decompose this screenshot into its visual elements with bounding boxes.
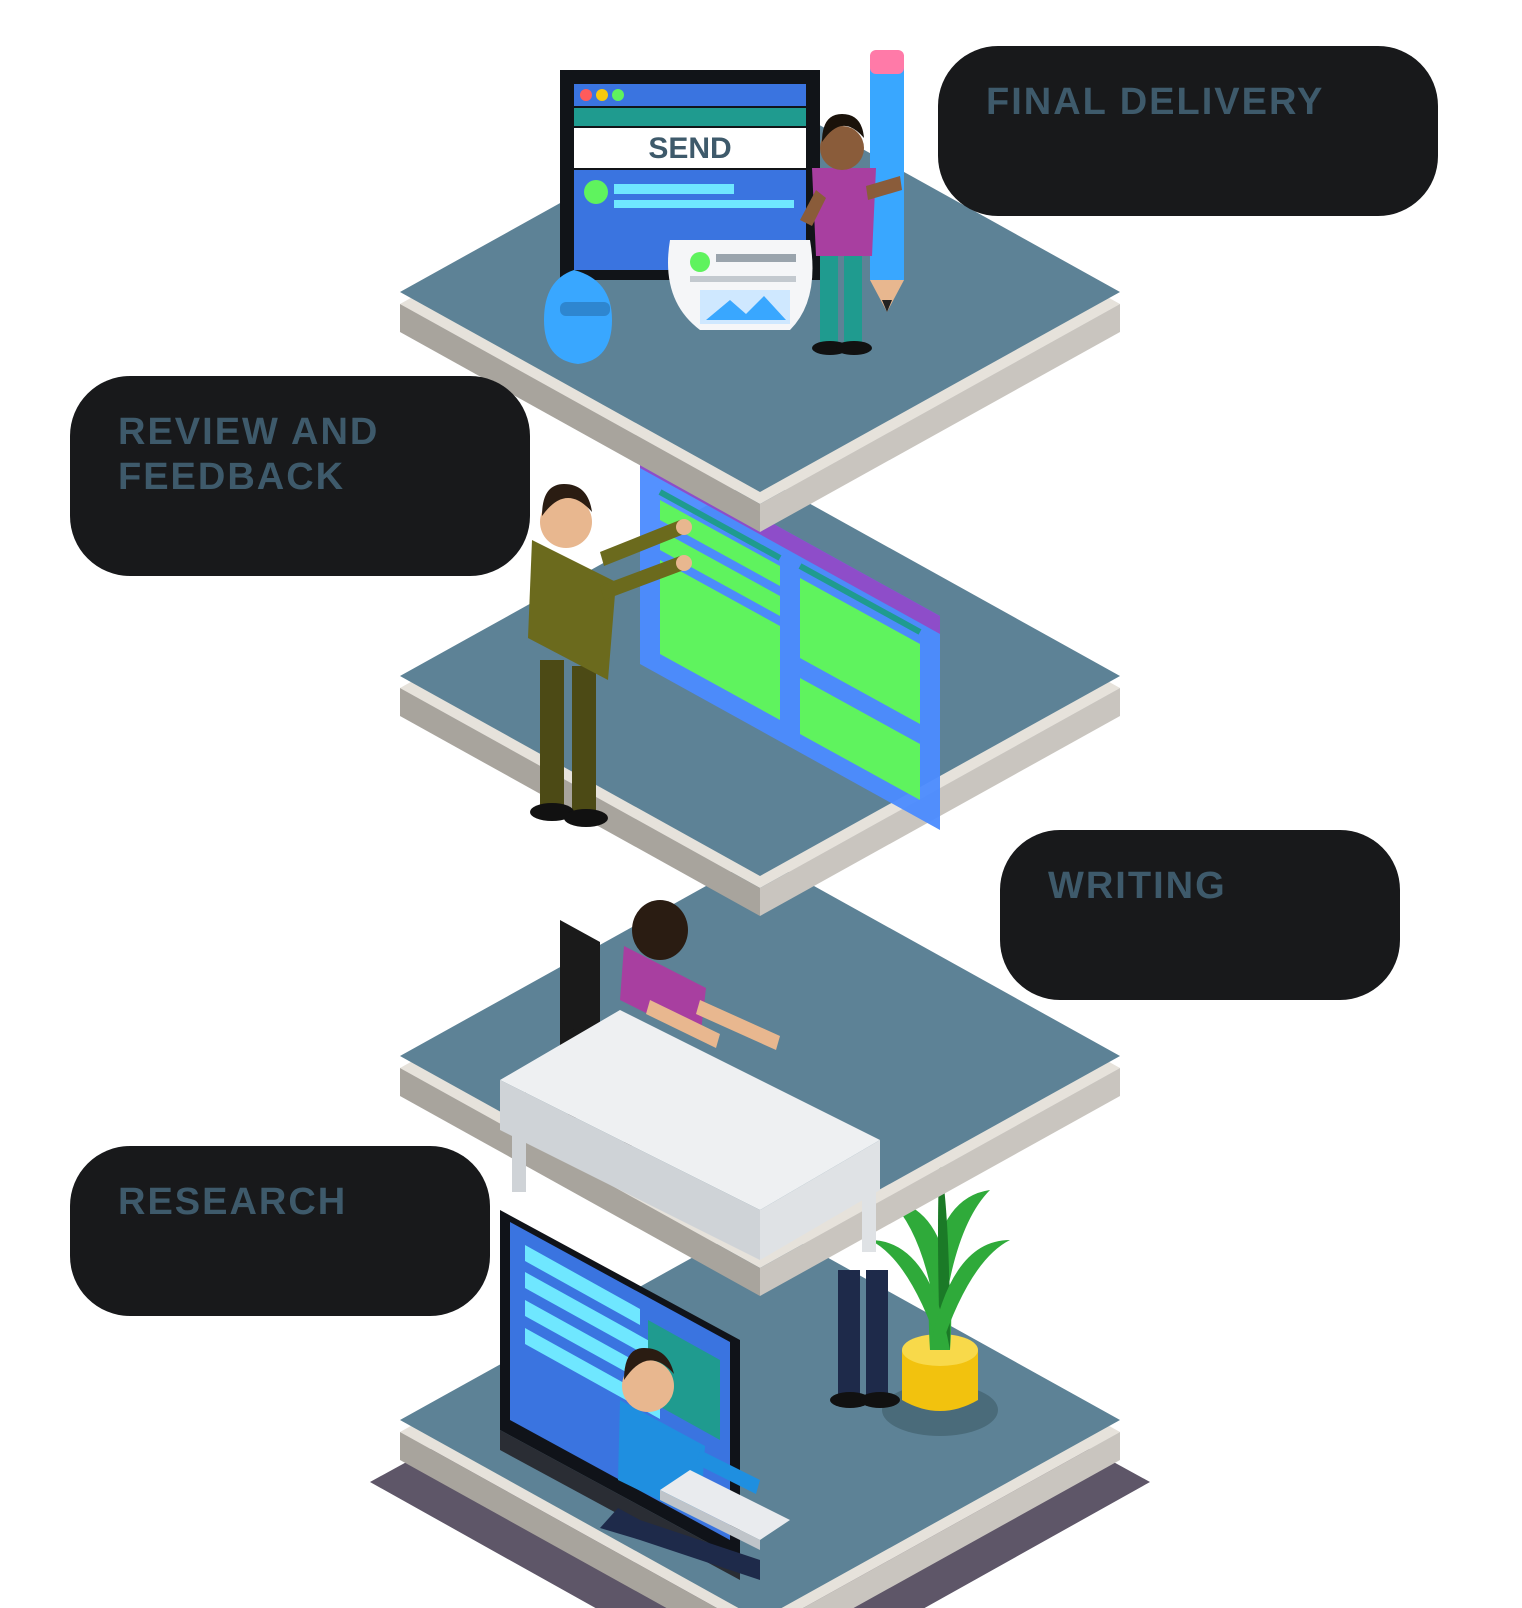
- label-text: REVIEW ANDFEEDBACK: [118, 410, 379, 500]
- process-infographic: SEND: [0, 0, 1522, 1608]
- send-label: SEND: [648, 132, 731, 165]
- label-review-feedback: REVIEW ANDFEEDBACK: [70, 376, 530, 576]
- label-writing: WRITING: [1000, 830, 1400, 1000]
- tier-delivery: SEND: [0, 0, 1522, 1608]
- label-final-delivery: FINAL DELIVERY: [938, 46, 1438, 216]
- label-text: WRITING: [1048, 864, 1227, 909]
- label-text: FINAL DELIVERY: [986, 80, 1324, 125]
- label-text: RESEARCH: [118, 1180, 347, 1225]
- paper-icon: [668, 240, 813, 330]
- label-research: RESEARCH: [70, 1146, 490, 1316]
